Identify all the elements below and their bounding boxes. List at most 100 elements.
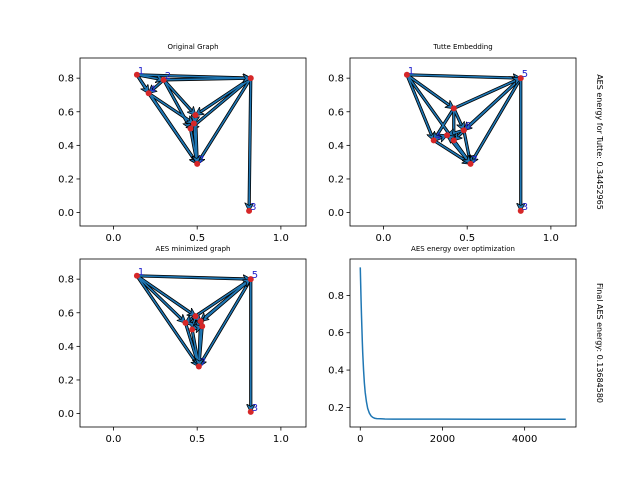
graph-edge (136, 275, 199, 367)
graph-node (247, 276, 254, 283)
node-label: 7 (200, 358, 206, 369)
graph-node (247, 75, 254, 82)
graph-node (192, 313, 199, 320)
y-tick-label: 0.0 (58, 409, 74, 420)
graph-node (467, 160, 474, 167)
graph-node (182, 319, 189, 326)
graph-node (444, 132, 451, 139)
y-tick-label: 0.8 (328, 291, 344, 302)
graph-edge (471, 77, 522, 164)
graph-edge (195, 279, 251, 317)
side-label-tutte-energy: AES energy for Tutte: 0.34452965 (595, 74, 604, 210)
node-label: 1 (138, 66, 144, 77)
node-label: 3 (252, 403, 258, 414)
panel-aes-energy: AES energy over optimization 0 2000 4000 0.… (328, 245, 604, 445)
node-label: 6 (465, 121, 471, 132)
node-label: 3 (250, 202, 256, 213)
axes-frame (349, 57, 577, 227)
x-tick-label: 1.0 (273, 434, 289, 445)
y-tick-label: 0.4 (58, 342, 74, 353)
graph-edge (453, 108, 464, 130)
y-tick-label: 0.6 (58, 107, 74, 118)
graph-node (190, 120, 197, 127)
graph-edge (163, 78, 251, 80)
graph-node (195, 363, 202, 370)
graph-edge (249, 78, 251, 211)
panel-aes-minimized-graph: AES minimized graph 0.0 0.5 1.0 0.0 0.2 0.4 0.… (58, 245, 307, 445)
graph-node (194, 160, 201, 167)
graph-node (430, 137, 437, 144)
node-label: 7 (472, 155, 478, 166)
graph-node (247, 408, 254, 415)
graph-edge (453, 78, 521, 110)
y-tick-label: 0.8 (328, 74, 344, 85)
y-tick-label: 0.2 (328, 174, 344, 185)
y-tick-label: 0.6 (58, 308, 74, 319)
panel-title: AES energy over optimization (411, 245, 515, 253)
node-label: 3 (522, 202, 528, 213)
graph-edge (199, 278, 252, 366)
plot-area: 0.0 0.5 1.0 0.0 0.2 0.4 0.6 0.8 1 2 3 4 7 (58, 66, 289, 244)
panel-title: Tutte Embedding (432, 43, 492, 51)
graph-edge (190, 77, 252, 128)
graph-node (517, 207, 524, 214)
graph-node (133, 71, 140, 78)
graph-node (246, 207, 253, 214)
side-label-final-energy: Final AES energy: 0.13684580 (595, 283, 604, 403)
x-tick-label: 0.0 (106, 233, 122, 244)
x-tick-label: 0.0 (376, 233, 392, 244)
y-tick-label: 0.4 (328, 141, 344, 152)
edges-group (405, 73, 522, 213)
node-label: 4 (435, 131, 441, 142)
graph-node (197, 318, 204, 325)
graph-edge (136, 276, 251, 279)
graph-edge (197, 77, 252, 164)
x-tick-label: 4000 (512, 434, 537, 445)
graph-edge (196, 77, 252, 115)
edges-group (135, 274, 252, 414)
x-tick-label: 0.0 (106, 434, 122, 445)
node-label: 2 (165, 71, 171, 82)
graph-node (145, 90, 152, 97)
graph-edge (406, 74, 454, 109)
x-tick-label: 2000 (430, 434, 455, 445)
x-tick-label: 0.5 (189, 233, 205, 244)
graph-node (403, 71, 410, 78)
plot-area: 0.0 0.5 1.0 0.0 0.2 0.4 0.6 0.8 1 3 5 7 (58, 267, 289, 445)
y-tick-label: 0.6 (328, 107, 344, 118)
graph-edge (148, 92, 194, 123)
graph-node (189, 326, 196, 333)
x-tick-label: 0 (357, 434, 363, 445)
y-tick-label: 0.2 (328, 403, 344, 414)
axes-frame (79, 57, 307, 227)
graph-node (199, 323, 206, 330)
panel-title: Original Graph (167, 43, 218, 51)
graph-node (450, 137, 457, 144)
axes-frame (79, 258, 307, 428)
node-label: 5 (252, 270, 258, 281)
graph-edge (136, 74, 197, 164)
graph-node (460, 127, 467, 134)
graph-node (187, 125, 194, 132)
panel-title: AES minimized graph (156, 245, 231, 253)
y-tick-label: 0.2 (58, 174, 74, 185)
y-tick-label: 0.2 (58, 375, 74, 386)
plot-area: 0 2000 4000 0.2 0.4 0.6 0.8 (328, 267, 566, 445)
node-label: 1 (408, 66, 414, 77)
x-tick-label: 0.5 (189, 434, 205, 445)
node-label: 4 (150, 84, 156, 95)
graph-node (133, 272, 140, 279)
graph-edge (149, 79, 165, 93)
node-label: 1 (138, 267, 144, 278)
graph-edge (136, 75, 251, 78)
x-tick-label: 0.5 (459, 233, 475, 244)
node-label: 5 (522, 69, 528, 80)
graph-edge (163, 79, 196, 115)
node-label: 7 (198, 155, 204, 166)
graph-node (192, 112, 199, 119)
y-tick-label: 0.4 (58, 141, 74, 152)
panel-tutte-embedding: Tutte Embedding 0.0 0.5 1.0 0.0 0.2 0.4 0.6 0.8… (328, 43, 604, 244)
x-tick-label: 1.0 (273, 233, 289, 244)
graph-edge (136, 275, 186, 323)
